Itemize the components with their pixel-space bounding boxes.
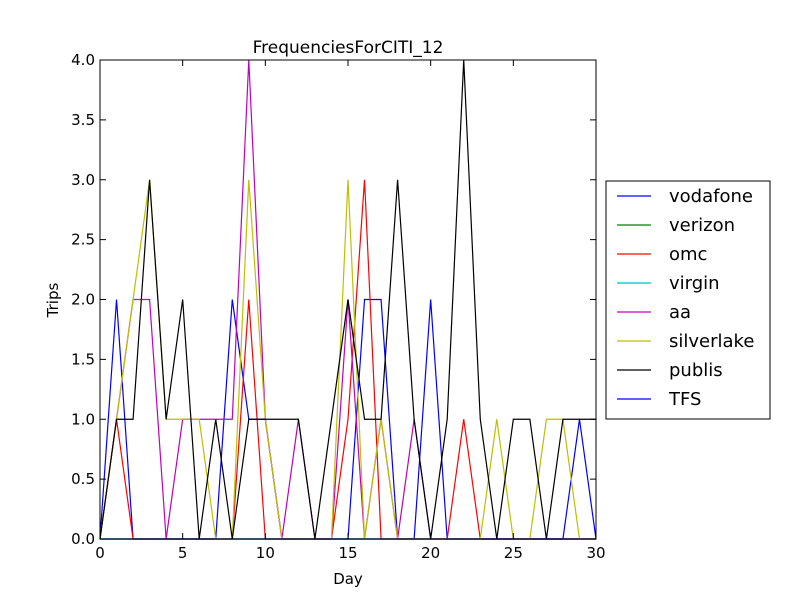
legend-item-omc: omc: [617, 244, 707, 265]
legend-label: verizon: [669, 215, 735, 236]
y-tick-label: 0.5: [71, 470, 95, 488]
legend-label: virgin: [669, 273, 720, 294]
y-tick-label: 2.5: [71, 231, 95, 249]
series-line-publis: [99, 59, 596, 540]
legend-label: aa: [669, 302, 691, 323]
y-tick-label: 4.0: [71, 51, 95, 69]
legend-item-tfs: TFS: [617, 389, 701, 410]
y-tick-label: 1.5: [71, 350, 95, 368]
legend-item-silverlake: silverlake: [617, 331, 754, 352]
legend-label: silverlake: [669, 331, 754, 352]
x-axis-label: Day: [333, 570, 363, 588]
y-axis-label: Trips: [44, 283, 62, 319]
x-tick-label: 25: [504, 544, 523, 562]
x-tick-label: 20: [421, 544, 440, 562]
y-tick-label: 3.0: [71, 171, 95, 189]
legend-item-publis: publis: [617, 360, 723, 381]
legend-label: vodafone: [669, 186, 753, 207]
legend-label: omc: [669, 244, 707, 265]
legend-item-aa: aa: [617, 302, 691, 323]
y-tick-label: 2.0: [71, 291, 95, 309]
legend-box: [605, 180, 771, 420]
y-axis-ticks: 0.0 0.5 1.0 1.5 2.0 2.5 3.0 3.5 4.0: [71, 51, 596, 548]
chart-title: FrequenciesForCITI_12: [253, 38, 444, 58]
x-tick-label: 10: [256, 544, 275, 562]
legend-items: vodafone verizon omc virgin aa silverlake publ…: [617, 186, 754, 410]
legend: vodafone verizon omc virgin aa silverlake publ…: [605, 180, 771, 420]
y-tick-label: 3.5: [71, 111, 95, 129]
x-tick-label: 5: [178, 544, 188, 562]
legend-label: TFS: [668, 389, 701, 410]
x-tick-label: 0: [95, 544, 105, 562]
x-tick-label: 30: [586, 544, 605, 562]
y-tick-label: 0.0: [71, 530, 95, 548]
legend-label: publis: [669, 360, 723, 381]
x-axis-ticks: 0 5 10 15 20 25 30: [95, 60, 606, 562]
legend-item-virgin: virgin: [617, 273, 720, 294]
legend-item-verizon: verizon: [617, 215, 735, 236]
legend-item-vodafone: vodafone: [617, 186, 753, 207]
y-tick-label: 1.0: [71, 410, 95, 428]
x-tick-label: 15: [338, 544, 357, 562]
